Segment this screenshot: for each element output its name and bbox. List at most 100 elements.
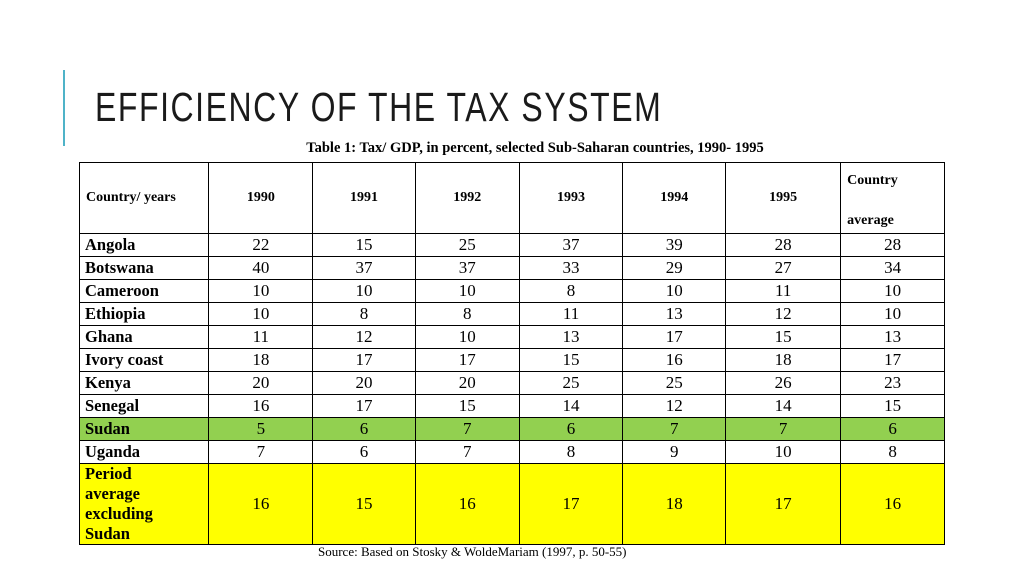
value-cell: 7	[414, 440, 520, 464]
value-cell: 15	[725, 325, 842, 349]
value-cell: 17	[312, 348, 416, 372]
slide-title: EFFICIENCY OF THE TAX SYSTEM	[95, 84, 663, 130]
table-body: Angola 22 15 25 37 39 28 28 Botswana 40 37 37 33 29 27…	[78, 233, 945, 545]
value-cell: 16	[622, 348, 727, 372]
value-cell: 25	[414, 233, 520, 257]
table-row: Ethiopia 10 8 8 11 13 12 10	[78, 302, 945, 326]
value-cell: 17	[312, 394, 416, 418]
country-cell: Cameroon	[78, 279, 210, 303]
value-cell: 12	[725, 302, 842, 326]
country-cell: Ivory coast	[78, 348, 210, 372]
table-header-row: Country/ years 1990 1991 1992 1993 1994 …	[78, 162, 945, 234]
value-cell: 7	[414, 417, 520, 441]
summary-value-cell: 15	[312, 463, 416, 545]
value-cell: 8	[518, 440, 624, 464]
value-cell: 33	[518, 256, 624, 280]
summary-label-cell: Period average excluding Sudan	[78, 463, 210, 545]
summary-value-cell: 16	[208, 463, 314, 545]
country-average-cell: 28	[840, 233, 945, 257]
value-cell: 14	[725, 394, 842, 418]
country-average-cell: 6	[840, 417, 945, 441]
table-row: Kenya 20 20 20 25 25 26 23	[78, 371, 945, 395]
summary-value-cell: 16	[414, 463, 520, 545]
country-average-cell: 10	[840, 279, 945, 303]
value-cell: 9	[622, 440, 727, 464]
summary-value-cell: 17	[518, 463, 624, 545]
value-cell: 14	[518, 394, 624, 418]
table-row: Botswana 40 37 37 33 29 27 34	[78, 256, 945, 280]
value-cell: 22	[208, 233, 314, 257]
country-average-cell: 15	[840, 394, 945, 418]
header-1993: 1993	[518, 162, 624, 234]
value-cell: 17	[622, 325, 727, 349]
table-row: Ghana 11 12 10 13 17 15 13	[78, 325, 945, 349]
value-cell: 11	[208, 325, 314, 349]
value-cell: 7	[208, 440, 314, 464]
summary-average-cell: 16	[840, 463, 945, 545]
header-country-years: Country/ years	[78, 162, 210, 234]
summary-value-cell: 17	[725, 463, 842, 545]
country-cell: Ghana	[78, 325, 210, 349]
value-cell: 40	[208, 256, 314, 280]
value-cell: 16	[208, 394, 314, 418]
country-cell: Sudan	[78, 417, 210, 441]
value-cell: 37	[312, 256, 416, 280]
value-cell: 7	[725, 417, 842, 441]
country-average-cell: 10	[840, 302, 945, 326]
header-avg-bottom: average	[847, 213, 894, 228]
country-cell: Angola	[78, 233, 210, 257]
country-average-cell: 13	[840, 325, 945, 349]
table-row: Cameroon 10 10 10 8 10 11 10	[78, 279, 945, 303]
value-cell: 15	[518, 348, 624, 372]
value-cell: 6	[312, 417, 416, 441]
header-1995: 1995	[725, 162, 842, 234]
header-1990: 1990	[208, 162, 314, 234]
tax-gdp-table: Country/ years 1990 1991 1992 1993 1994 …	[78, 162, 945, 545]
header-1992: 1992	[414, 162, 520, 234]
value-cell: 11	[518, 302, 624, 326]
value-cell: 15	[414, 394, 520, 418]
value-cell: 37	[518, 233, 624, 257]
summary-row: Period average excluding Sudan 16 15 16 17 18 17 1…	[78, 463, 945, 545]
value-cell: 29	[622, 256, 727, 280]
value-cell: 27	[725, 256, 842, 280]
value-cell: 8	[414, 302, 520, 326]
value-cell: 39	[622, 233, 727, 257]
table-row: Ivory coast 18 17 17 15 16 18 17	[78, 348, 945, 372]
value-cell: 10	[208, 302, 314, 326]
value-cell: 20	[414, 371, 520, 395]
value-cell: 12	[312, 325, 416, 349]
value-cell: 25	[622, 371, 727, 395]
value-cell: 6	[312, 440, 416, 464]
value-cell: 11	[725, 279, 842, 303]
value-cell: 10	[414, 279, 520, 303]
country-average-cell: 34	[840, 256, 945, 280]
value-cell: 6	[518, 417, 624, 441]
value-cell: 10	[312, 279, 416, 303]
value-cell: 8	[518, 279, 624, 303]
header-country-average: Country average	[840, 162, 945, 234]
value-cell: 12	[622, 394, 727, 418]
value-cell: 20	[208, 371, 314, 395]
summary-label-line: average	[85, 484, 140, 503]
summary-label-line: Period	[85, 464, 132, 483]
value-cell: 18	[725, 348, 842, 372]
value-cell: 5	[208, 417, 314, 441]
value-cell: 17	[414, 348, 520, 372]
value-cell: 10	[725, 440, 842, 464]
value-cell: 10	[208, 279, 314, 303]
value-cell: 37	[414, 256, 520, 280]
country-average-cell: 17	[840, 348, 945, 372]
title-accent-bar	[63, 70, 65, 146]
value-cell: 10	[622, 279, 727, 303]
table-row: Uganda 7 6 7 8 9 10 8	[78, 440, 945, 464]
country-cell: Kenya	[78, 371, 210, 395]
value-cell: 13	[622, 302, 727, 326]
value-cell: 25	[518, 371, 624, 395]
country-average-cell: 23	[840, 371, 945, 395]
header-1991: 1991	[312, 162, 416, 234]
summary-label-line: excluding	[85, 504, 153, 523]
value-cell: 13	[518, 325, 624, 349]
country-cell: Ethiopia	[78, 302, 210, 326]
value-cell: 26	[725, 371, 842, 395]
